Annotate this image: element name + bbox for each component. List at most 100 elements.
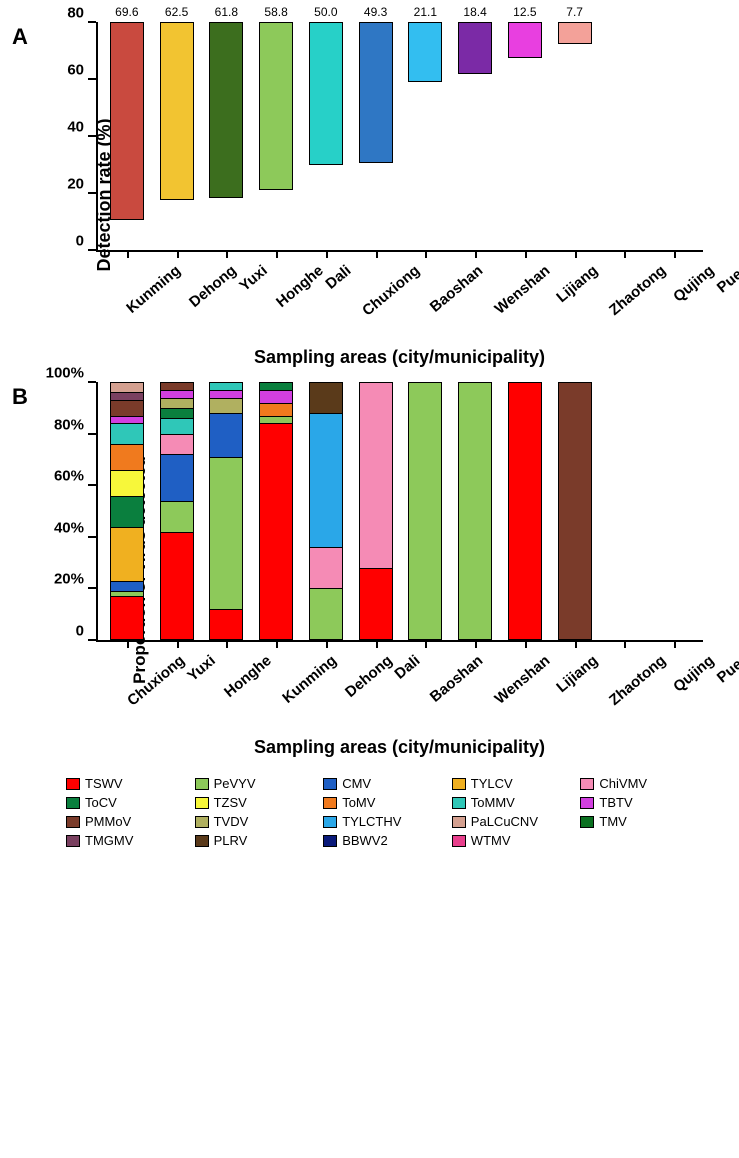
legend-label: TBTV bbox=[599, 795, 632, 810]
chart-b-ytick-label: 0 bbox=[76, 623, 98, 640]
chart-a-bar-slot: 12.5 bbox=[500, 22, 550, 250]
chart-b-bar-slot bbox=[550, 382, 600, 640]
legend-item: PeVYV bbox=[195, 776, 318, 791]
legend-swatch bbox=[66, 835, 80, 847]
legend-label: PaLCuCNV bbox=[471, 814, 538, 829]
legend-swatch bbox=[452, 835, 466, 847]
panel-b-label: B bbox=[12, 384, 28, 410]
chart-a-bar: 7.7 bbox=[558, 22, 592, 44]
legend-label: CMV bbox=[342, 776, 371, 791]
chart-a-x-label: Dehong bbox=[186, 262, 240, 311]
chart-b-segment bbox=[110, 581, 144, 591]
chart-b-stack bbox=[209, 382, 243, 640]
chart-b-x-label: Dehong bbox=[342, 652, 396, 701]
chart-a-bar: 58.8 bbox=[259, 22, 293, 190]
chart-a-bar-value: 18.4 bbox=[463, 5, 486, 19]
chart-a-xtick bbox=[376, 250, 378, 258]
chart-b-segment bbox=[160, 398, 194, 408]
legend-item: TMV bbox=[580, 814, 703, 829]
chart-b-stack bbox=[110, 382, 144, 640]
legend-item: BBWV2 bbox=[323, 833, 446, 848]
legend-item: PLRV bbox=[195, 833, 318, 848]
chart-b-segment bbox=[209, 609, 243, 640]
chart-b-segment bbox=[408, 382, 442, 640]
legend-label: TMV bbox=[599, 814, 626, 829]
chart-b-stack bbox=[259, 382, 293, 640]
chart-a-bar-slot: 7.7 bbox=[550, 22, 600, 250]
panel-b: B Proportion of virus detected 020%40%60… bbox=[6, 382, 733, 848]
chart-b-segment bbox=[110, 423, 144, 444]
chart-a-xlabels: KunmingDehongYuxiHongheDaliChuxiongBaosh… bbox=[96, 260, 703, 277]
chart-a-ytick-label: 80 bbox=[67, 5, 98, 22]
legend-label: ToCV bbox=[85, 795, 117, 810]
chart-b-stack bbox=[558, 382, 592, 640]
chart-b-xtick bbox=[326, 640, 328, 648]
chart-a-xtick bbox=[226, 250, 228, 258]
chart-b-segment bbox=[259, 423, 293, 640]
legend-label: TZSV bbox=[214, 795, 247, 810]
chart-b-xtick bbox=[376, 640, 378, 648]
legend-swatch bbox=[580, 816, 594, 828]
chart-b-bar-slot bbox=[450, 382, 500, 640]
chart-b-stack bbox=[359, 382, 393, 640]
chart-b-xtick bbox=[425, 640, 427, 648]
chart-a-x-label: Lijiang bbox=[553, 262, 601, 306]
chart-b-xtick bbox=[525, 640, 527, 648]
chart-b-ytick-label: 60% bbox=[54, 468, 98, 485]
chart-a-xtick bbox=[674, 250, 676, 258]
chart-a-bar-value: 7.7 bbox=[566, 5, 583, 19]
legend-swatch bbox=[195, 835, 209, 847]
legend-item: WTMV bbox=[452, 833, 575, 848]
chart-b-bar-slot bbox=[202, 382, 252, 640]
chart-a-bar: 50.0 bbox=[309, 22, 343, 165]
chart-a-bar: 61.8 bbox=[209, 22, 243, 198]
chart-b-segment bbox=[110, 496, 144, 527]
chart-b-wrap: Proportion of virus detected 020%40%60%8… bbox=[96, 382, 703, 758]
chart-a-ytick-label: 40 bbox=[67, 119, 98, 136]
chart-b-segment bbox=[309, 382, 343, 413]
chart-a-x-label: Honghe bbox=[273, 262, 327, 311]
chart-a-wrap: Detection rate (%) 69.662.561.858.850.04… bbox=[96, 22, 703, 368]
legend-item: ToMMV bbox=[452, 795, 575, 810]
chart-a-bar: 18.4 bbox=[458, 22, 492, 74]
chart-a-bar: 21.1 bbox=[408, 22, 442, 82]
legend-item: TYLCV bbox=[452, 776, 575, 791]
chart-b-segment bbox=[259, 382, 293, 390]
chart-a-x-label: Wenshan bbox=[491, 262, 553, 318]
legend-swatch bbox=[66, 816, 80, 828]
legend-swatch bbox=[452, 816, 466, 828]
chart-b-segment bbox=[309, 547, 343, 588]
legend-swatch bbox=[66, 797, 80, 809]
chart-a-bar: 69.6 bbox=[110, 22, 144, 220]
chart-a-bar-value: 61.8 bbox=[215, 5, 238, 19]
chart-a-xtick bbox=[575, 250, 577, 258]
chart-b-xtick bbox=[177, 640, 179, 648]
chart-a-bar-slot: 62.5 bbox=[152, 22, 202, 250]
chart-a-bar-slot bbox=[649, 22, 699, 250]
legend-label: ToMV bbox=[342, 795, 375, 810]
chart-b-xtick bbox=[575, 640, 577, 648]
chart-b-ytick-label: 20% bbox=[54, 571, 98, 588]
chart-b-segment bbox=[259, 403, 293, 416]
chart-b-segment bbox=[110, 527, 144, 581]
chart-b-segment bbox=[209, 457, 243, 609]
chart-b-segment bbox=[359, 382, 393, 568]
chart-b-segment bbox=[359, 568, 393, 640]
chart-a-x-title: Sampling areas (city/municipality) bbox=[96, 347, 703, 368]
chart-b-stack bbox=[508, 382, 542, 640]
legend-swatch bbox=[323, 816, 337, 828]
legend-item: PaLCuCNV bbox=[452, 814, 575, 829]
legend-label: TMGMV bbox=[85, 833, 133, 848]
chart-b-xtick bbox=[674, 640, 676, 648]
chart-b-stack bbox=[458, 382, 492, 640]
legend-label: WTMV bbox=[471, 833, 511, 848]
chart-a-xtick bbox=[624, 250, 626, 258]
chart-b-segment bbox=[110, 444, 144, 470]
chart-b-bar-slot bbox=[401, 382, 451, 640]
chart-b-x-label: Baoshan bbox=[427, 652, 486, 706]
chart-a-bar-value: 58.8 bbox=[264, 5, 287, 19]
chart-b-bar-slot bbox=[649, 382, 699, 640]
legend-label: PMMoV bbox=[85, 814, 131, 829]
chart-b-bar-slot bbox=[500, 382, 550, 640]
chart-b-segment bbox=[209, 413, 243, 457]
